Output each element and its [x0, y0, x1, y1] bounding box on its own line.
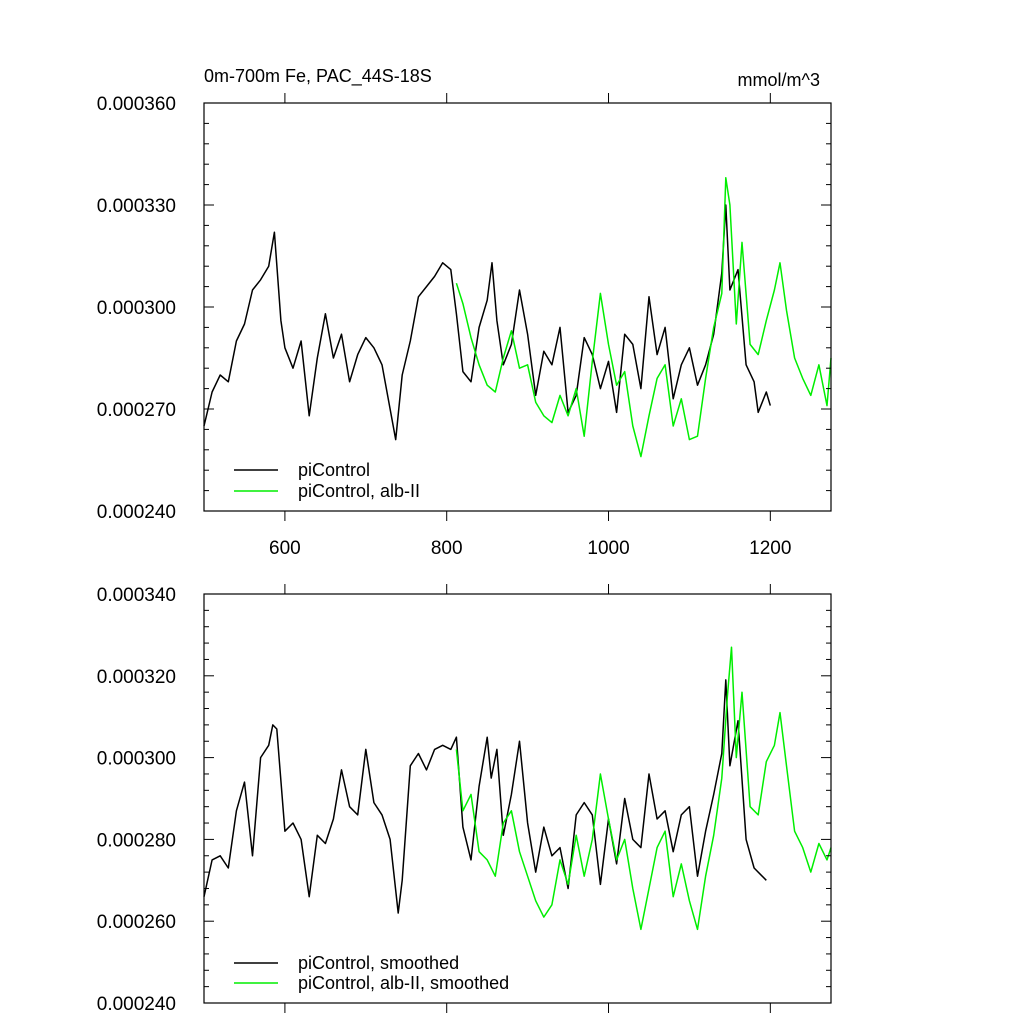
bottom-axes-ticks: 0.000240 0.000260 0.000280 0.000300 0.000320…: [97, 584, 831, 1015]
top-xtick-label: 1200: [749, 538, 791, 559]
bottom-ytick-label: 0.000300: [97, 749, 176, 770]
bottom-legend: piControl, smoothed piControl, alb-II, s…: [234, 953, 509, 993]
top-xtick-label: 1000: [587, 538, 629, 559]
bottom-legend-label-black: piControl, smoothed: [298, 953, 459, 973]
top-xtick-label: 600: [269, 538, 301, 559]
top-series-group: [203, 177, 832, 458]
bottom-ytick-label: 0.000240: [97, 994, 176, 1015]
top-panel: 0m-700m Fe, PAC_44S-18S mmol/m^3 0.00024…: [97, 66, 832, 559]
top-ytick-label: 0.000360: [97, 94, 176, 115]
top-axes-ticks: 0.000240 0.000270 0.000300 0.000330 0.000360…: [97, 93, 831, 559]
bottom-ytick-label: 0.000320: [97, 667, 176, 688]
bottom-ytick-label: 0.000340: [97, 585, 176, 606]
bottom-legend-label-green: piControl, alb-II, smoothed: [298, 973, 509, 993]
bottom-series-line-picontrol: [203, 679, 767, 914]
top-series-line-picontrol: [203, 204, 772, 441]
top-legend-label-green: piControl, alb-II: [298, 481, 420, 501]
top-ytick-label: 0.000240: [97, 502, 176, 523]
top-legend-label-black: piControl: [298, 460, 370, 480]
bottom-ytick-label: 0.000260: [97, 912, 176, 933]
top-xtick-label: 800: [431, 538, 463, 559]
top-ytick-label: 0.000330: [97, 196, 176, 217]
top-chart-units: mmol/m^3: [738, 70, 820, 90]
top-chart-title: 0m-700m Fe, PAC_44S-18S: [204, 66, 432, 87]
top-legend: piControl piControl, alb-II: [234, 460, 420, 501]
bottom-plot-frame: [203, 593, 832, 1004]
top-ytick-label: 0.000270: [97, 400, 176, 421]
top-series-line-alb-ii: [455, 177, 832, 458]
bottom-series-line-alb-ii: [455, 646, 832, 931]
top-ytick-label: 0.000300: [97, 298, 176, 319]
bottom-series-group: [203, 646, 832, 931]
bottom-ytick-label: 0.000280: [97, 830, 176, 851]
bottom-panel: 0.000240 0.000260 0.000280 0.000300 0.000320…: [97, 584, 832, 1015]
